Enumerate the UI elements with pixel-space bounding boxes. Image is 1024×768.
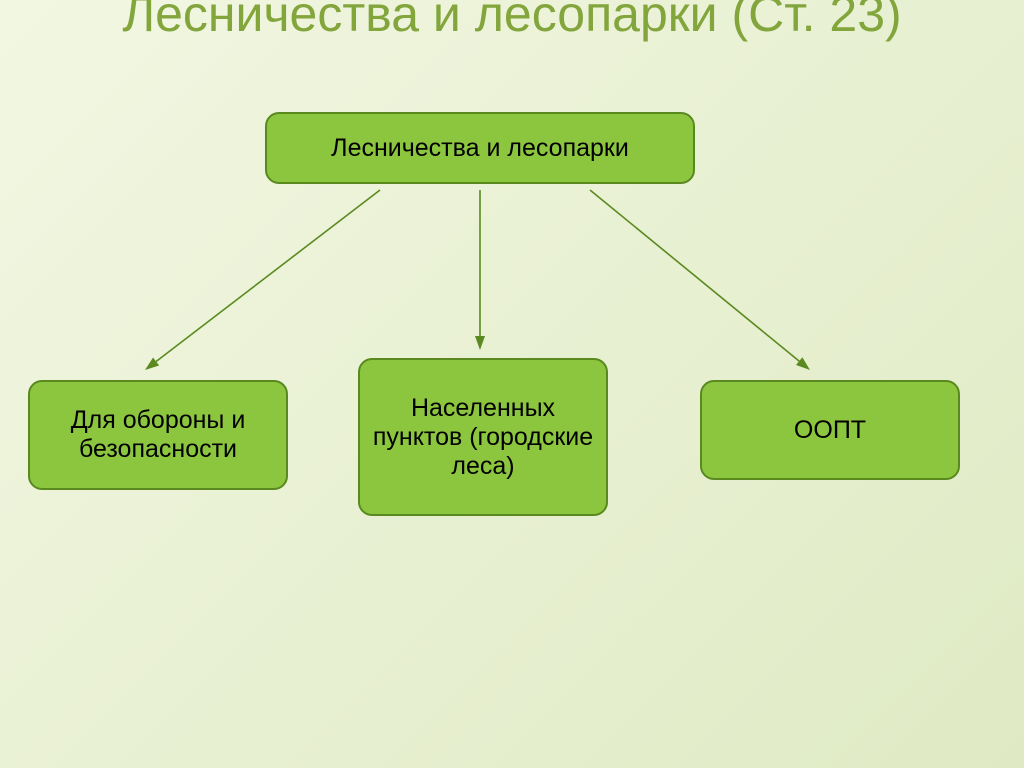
slide-title: Лесничества и лесопарки (Ст. 23) xyxy=(0,0,1024,41)
node-label: Лесничества и лесопарки xyxy=(321,128,639,169)
node-label: Населенных пунктов (городские леса) xyxy=(360,388,606,487)
node-n3: ООПТ xyxy=(700,380,960,480)
slide: Лесничества и лесопарки (Ст. 23) Лесниче… xyxy=(0,0,1024,768)
node-label: Для обороны и безопасности xyxy=(30,400,286,470)
node-root: Лесничества и лесопарки xyxy=(265,112,695,184)
node-n1: Для обороны и безопасности xyxy=(28,380,288,490)
node-n2: Населенных пунктов (городские леса) xyxy=(358,358,608,516)
node-label: ООПТ xyxy=(784,410,876,451)
